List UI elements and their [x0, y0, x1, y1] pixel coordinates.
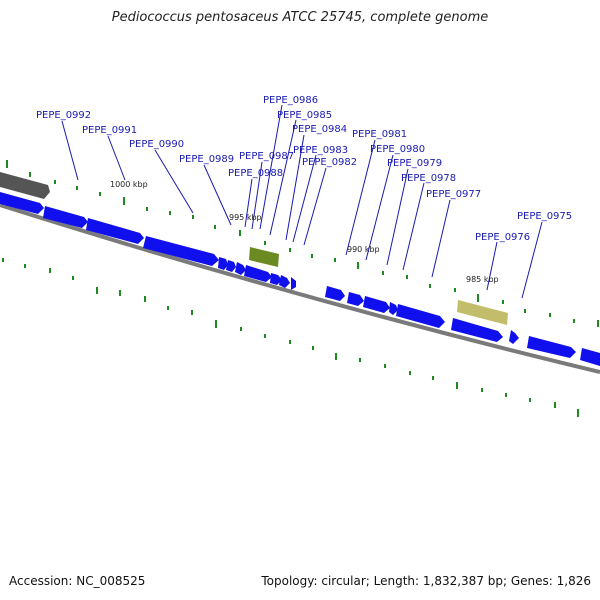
grey-feature[interactable]	[0, 172, 50, 199]
gene-arrow[interactable]	[396, 304, 445, 328]
gene-arrow[interactable]	[389, 302, 398, 315]
gene-arrow[interactable]	[235, 262, 246, 275]
gene-label[interactable]: PEPE_0989	[179, 154, 234, 165]
gene-arrow[interactable]	[270, 273, 282, 285]
gene-arrow[interactable]	[325, 286, 345, 301]
gene-label[interactable]: PEPE_0977	[426, 189, 481, 200]
gene-arrow[interactable]	[363, 296, 390, 313]
gene-label[interactable]: PEPE_0991	[82, 125, 137, 136]
gene-arrow[interactable]	[291, 277, 296, 290]
gene-arrow[interactable]	[279, 275, 290, 288]
gene-track	[0, 192, 600, 366]
gene-arrow[interactable]	[226, 260, 236, 272]
rna-feature-khaki[interactable]	[457, 300, 508, 325]
gene-label[interactable]: PEPE_0986	[263, 95, 318, 106]
gene-label[interactable]: PEPE_0992	[36, 110, 91, 121]
gene-label[interactable]: PEPE_0983	[293, 145, 348, 156]
gene-label[interactable]: PEPE_0985	[277, 110, 332, 121]
scale-label: 995 kbp	[229, 213, 262, 222]
gene-label[interactable]: PEPE_0987	[239, 151, 294, 162]
gene-arrow[interactable]	[509, 330, 519, 344]
scale-label: 1000 kbp	[110, 180, 148, 189]
gene-arrow[interactable]	[86, 218, 144, 244]
gene-arrow[interactable]	[143, 236, 219, 266]
rna-feature-olive[interactable]	[249, 247, 279, 267]
gene-label[interactable]: PEPE_0980	[370, 144, 425, 155]
gene-label[interactable]: PEPE_0988	[228, 168, 283, 179]
gc-ticks-inner	[2, 258, 579, 417]
gene-label[interactable]: PEPE_0981	[352, 129, 407, 140]
gene-label[interactable]: PEPE_0984	[292, 124, 347, 135]
gene-arrow[interactable]	[347, 292, 364, 306]
map-title: Pediococcus pentosaceus ATCC 25745, comp…	[111, 10, 489, 25]
accession-text: Accession: NC_008525	[9, 574, 146, 588]
scale-label: 985 kbp	[466, 275, 499, 284]
scale-label: 990 kbp	[347, 245, 380, 254]
gene-label[interactable]: PEPE_0990	[129, 139, 184, 150]
gene-arrow[interactable]	[580, 348, 600, 366]
gene-arrow[interactable]	[0, 192, 44, 214]
gene-label[interactable]: PEPE_0982	[302, 157, 357, 168]
leader-lines	[61, 104, 543, 299]
gene-arrow[interactable]	[451, 318, 503, 342]
gene-label[interactable]: PEPE_0976	[475, 232, 530, 243]
genome-backbone	[0, 203, 600, 374]
gene-arrow[interactable]	[43, 206, 88, 228]
genome-summary-text: Topology: circular; Length: 1,832,387 bp…	[261, 574, 591, 588]
gene-label[interactable]: PEPE_0979	[387, 158, 442, 169]
gene-arrow[interactable]	[527, 336, 576, 358]
gene-arrow[interactable]	[218, 257, 228, 270]
gene-label[interactable]: PEPE_0975	[517, 211, 572, 222]
gene-arrow[interactable]	[244, 265, 272, 282]
gene-label[interactable]: PEPE_0978	[401, 173, 456, 184]
gc-ticks-outer	[6, 160, 599, 327]
